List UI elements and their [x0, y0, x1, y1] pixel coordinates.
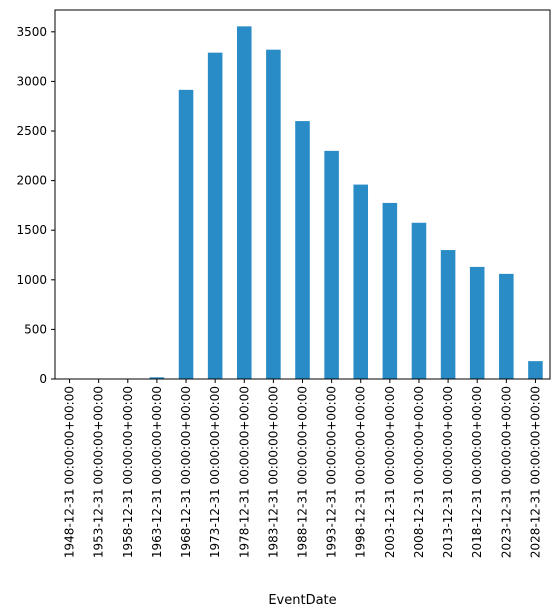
bar-3 [149, 377, 165, 379]
bar-6 [236, 26, 252, 379]
x-tick-label-11: 2003-12-31 00:00:00+00:00 [383, 386, 397, 558]
x-tick-label-10: 1998-12-31 00:00:00+00:00 [354, 386, 368, 558]
x-tick-label-7: 1983-12-31 00:00:00+00:00 [266, 386, 280, 558]
x-tick-label-15: 2023-12-31 00:00:00+00:00 [499, 386, 513, 558]
x-tick-label-2: 1958-12-31 00:00:00+00:00 [121, 386, 135, 558]
bar-10 [353, 184, 369, 379]
x-tick-label-3: 1963-12-31 00:00:00+00:00 [150, 386, 164, 558]
bar-4 [178, 89, 194, 380]
y-tick-label-7: 3500 [16, 25, 47, 39]
bars-group [62, 26, 543, 380]
bar-8 [295, 121, 310, 379]
bar-15 [499, 273, 514, 379]
x-tick-label-14: 2018-12-31 00:00:00+00:00 [470, 386, 484, 558]
x-tick-label-9: 1993-12-31 00:00:00+00:00 [325, 386, 339, 558]
x-tick-label-0: 1948-12-31 00:00:00+00:00 [63, 386, 77, 558]
bar-12 [411, 222, 427, 379]
x-tick-label-4: 1968-12-31 00:00:00+00:00 [179, 386, 193, 558]
bar-16 [528, 361, 543, 379]
y-tick-label-1: 500 [24, 322, 47, 336]
x-axis-label: EventDate [268, 593, 336, 608]
bar-7 [266, 49, 281, 379]
x-axis: 1948-12-31 00:00:00+00:00 1953-12-31 00:0… [63, 379, 542, 558]
y-tick-label-6: 3000 [16, 74, 47, 88]
x-tick-label-12: 2008-12-31 00:00:00+00:00 [412, 386, 426, 558]
y-tick-label-2: 1000 [16, 273, 47, 287]
x-tick-label-13: 2013-12-31 00:00:00+00:00 [441, 386, 455, 558]
bar-5 [207, 52, 223, 379]
bar-13 [440, 250, 456, 379]
bar-9 [324, 150, 339, 379]
x-tick-label-16: 2028-12-31 00:00:00+00:00 [528, 386, 542, 558]
x-tick-label-5: 1973-12-31 00:00:00+00:00 [208, 386, 222, 558]
y-axis: 0 500 1000 1500 2000 2500 3000 3500 [16, 25, 55, 386]
x-tick-label-8: 1988-12-31 00:00:00+00:00 [296, 386, 310, 558]
y-tick-label-0: 0 [39, 372, 47, 386]
y-tick-label-4: 2000 [16, 174, 47, 188]
y-tick-label-5: 2500 [16, 124, 47, 138]
x-tick-label-1: 1953-12-31 00:00:00+00:00 [92, 386, 106, 558]
bar-11 [382, 202, 398, 379]
x-tick-label-6: 1978-12-31 00:00:00+00:00 [237, 386, 251, 558]
bar-14 [469, 266, 485, 379]
y-tick-label-3: 1500 [16, 223, 47, 237]
